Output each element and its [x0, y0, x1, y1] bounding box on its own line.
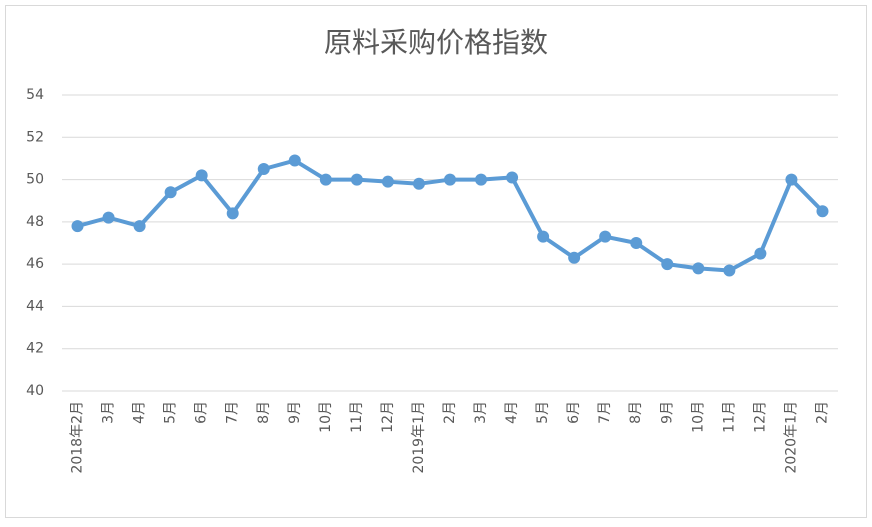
x-tick-label: 3月: [473, 401, 489, 424]
x-tick-label: 2月: [814, 401, 830, 424]
y-tick-label: 42: [26, 341, 44, 357]
y-tick-label: 54: [26, 87, 44, 103]
marker: [568, 251, 581, 264]
chart-border: [5, 5, 867, 518]
marker: [506, 171, 519, 184]
x-tick-label: 7月: [225, 401, 241, 424]
x-tick-label: 5月: [163, 401, 179, 424]
y-tick-label: 50: [26, 172, 44, 188]
marker: [412, 177, 425, 190]
x-tick-label: 9月: [287, 401, 303, 424]
x-tick-label: 6月: [194, 401, 210, 424]
x-tick-label: 2月: [442, 401, 458, 424]
y-tick-label: 52: [26, 129, 44, 145]
marker: [319, 173, 332, 186]
marker: [288, 154, 301, 167]
x-tick-label: 3月: [101, 401, 117, 424]
marker: [257, 163, 270, 175]
marker: [661, 258, 674, 271]
marker: [164, 186, 177, 199]
marker: [133, 220, 146, 233]
y-tick-label: 48: [26, 214, 44, 230]
y-tick-label: 40: [26, 383, 44, 399]
x-tick-label: 8月: [256, 401, 272, 424]
x-tick-label: 12月: [380, 401, 396, 433]
x-tick-label: 7月: [597, 401, 613, 424]
marker: [226, 207, 239, 220]
marker: [692, 262, 705, 275]
marker: [71, 220, 84, 233]
x-tick-label: 11月: [721, 401, 737, 433]
x-tick-label: 2019年1月: [411, 401, 427, 474]
x-tick-label: 8月: [628, 401, 644, 424]
x-tick-label: 10月: [318, 401, 334, 433]
marker: [754, 247, 767, 260]
y-tick-label: 46: [26, 256, 44, 272]
marker: [350, 173, 363, 186]
marker: [475, 173, 488, 186]
marker: [102, 211, 115, 224]
marker: [195, 169, 208, 182]
marker: [816, 205, 829, 218]
marker: [723, 264, 736, 277]
marker: [537, 230, 550, 243]
x-tick-label: 5月: [535, 401, 551, 424]
x-tick-label: 11月: [349, 401, 365, 433]
y-tick-label: 44: [26, 298, 44, 314]
chart-title: 原料采购价格指数: [324, 26, 548, 59]
marker: [630, 237, 643, 249]
marker: [381, 175, 394, 188]
x-tick-label: 2020年1月: [783, 401, 799, 474]
x-tick-label: 4月: [132, 401, 148, 424]
x-tick-label: 10月: [690, 401, 706, 433]
x-tick-label: 12月: [752, 401, 768, 433]
x-tick-label: 9月: [659, 401, 675, 424]
x-tick-label: 6月: [566, 401, 582, 424]
marker: [444, 173, 456, 186]
marker: [785, 173, 798, 186]
x-tick-label: 2018年2月: [70, 401, 86, 474]
marker: [599, 230, 612, 243]
x-tick-label: 4月: [504, 401, 520, 424]
